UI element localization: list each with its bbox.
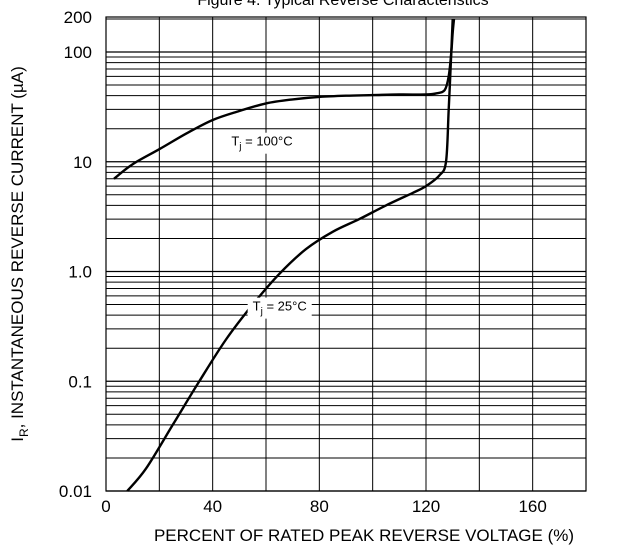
y-tick-label: 10: [73, 153, 92, 172]
x-tick-label: 80: [310, 497, 329, 516]
x-axis-ticks: 0 40 80 120 160: [101, 497, 547, 516]
y-tick-label: 100: [64, 43, 92, 62]
series-line-1: [126, 18, 454, 492]
series-label-1: Tj = 25°C: [253, 299, 307, 318]
series-line-0: [113, 18, 456, 180]
x-axis-title: PERCENT OF RATED PEAK REVERSE VOLTAGE (%…: [154, 526, 574, 545]
y-tick-label: 0.1: [68, 372, 92, 391]
y-axis-ticks: 0.01 0.1 1.0 10 100 200: [59, 8, 92, 501]
plot-frame: [105, 16, 587, 492]
x-tick-label: 0: [101, 497, 110, 516]
y-axis-title-rest: , INSTANTANEOUS REVERSE CURRENT (µA): [8, 66, 27, 428]
chart-title: Figure 4. Typical Reverse Characteristic…: [197, 0, 488, 9]
series-label-bg-1: [247, 297, 312, 319]
data-curves: [113, 18, 456, 492]
series-label-0: Tj = 100°C: [231, 134, 292, 153]
y-tick-label: 200: [64, 8, 92, 27]
y-axis-title-main: I: [8, 437, 27, 442]
y-tick-label: 1.0: [68, 263, 92, 282]
y-axis-title-sub: R: [17, 428, 31, 437]
series-label-bg-0: [226, 132, 298, 154]
plot-grid: [106, 17, 586, 492]
y-axis-title: IR, INSTANTANEOUS REVERSE CURRENT (µA): [8, 66, 31, 442]
x-tick-label: 120: [412, 497, 440, 516]
y-tick-label: 0.01: [59, 482, 92, 501]
x-tick-label: 40: [203, 497, 222, 516]
x-tick-label: 160: [518, 497, 546, 516]
curve-labels: Tj = 100°C Tj = 25°C: [226, 132, 312, 319]
